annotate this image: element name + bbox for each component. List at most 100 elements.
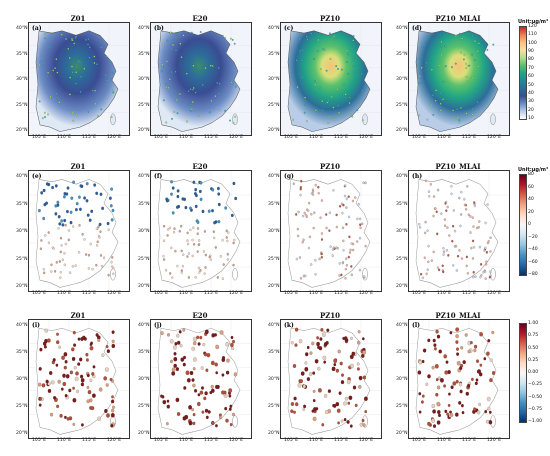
station-point [56, 200, 60, 204]
station-point [64, 360, 68, 364]
station-point [335, 225, 338, 229]
station-point [454, 62, 457, 65]
panel-label: (i) [32, 322, 40, 329]
station-point [459, 224, 462, 228]
station-point [192, 421, 196, 426]
station-point [434, 99, 437, 102]
station-point [212, 230, 215, 234]
longitude-label: 120°E [487, 438, 501, 443]
station-point [39, 347, 43, 352]
station-point [79, 61, 81, 64]
station-point [435, 210, 438, 214]
latitude-label: 20°N [268, 284, 280, 289]
station-point [96, 244, 99, 247]
longitude-label: 120°E [229, 291, 243, 296]
station-point [102, 256, 106, 260]
longitude-label: 105°E [412, 438, 426, 443]
station-point [197, 342, 201, 346]
station-point [348, 251, 352, 254]
station-point [336, 408, 341, 413]
station-point [218, 108, 221, 111]
latitude-label: 40°N [16, 174, 28, 179]
station-point [112, 89, 115, 92]
station-point [217, 186, 220, 191]
station-point [431, 68, 433, 71]
station-point [484, 221, 487, 225]
station-point [427, 190, 431, 193]
station-point [75, 114, 78, 117]
station-point [343, 194, 347, 198]
concentration-field [287, 30, 371, 132]
station-point [311, 188, 314, 192]
station-point [418, 222, 421, 226]
station-point [77, 362, 81, 366]
station-point [302, 238, 305, 242]
colorbar-tick-label: 100 [528, 40, 537, 46]
station-point [166, 39, 169, 42]
station-point [456, 347, 459, 351]
station-point [438, 268, 441, 272]
station-point [302, 214, 305, 218]
longitude-label: 115°E [82, 291, 96, 296]
station-point [315, 109, 317, 112]
station-point [359, 226, 362, 230]
station-point [180, 357, 185, 362]
station-point [478, 42, 480, 45]
station-point [418, 57, 421, 60]
station-point [175, 397, 180, 403]
station-point [473, 201, 476, 204]
station-point [489, 270, 492, 274]
station-point [176, 205, 179, 209]
station-point [320, 232, 323, 235]
station-point [187, 252, 190, 255]
station-point [316, 49, 319, 52]
station-point [297, 383, 302, 388]
station-point [52, 358, 56, 362]
station-point [308, 201, 311, 205]
station-point [58, 222, 62, 226]
station-point [469, 215, 472, 218]
station-point [325, 213, 328, 216]
station-point [432, 424, 437, 428]
longitude-label: 115°E [82, 438, 96, 443]
station-point [465, 391, 469, 396]
panel-label: (g) [284, 173, 294, 180]
longitude-label: 115°E [334, 135, 348, 140]
station-point [179, 344, 183, 348]
station-point [110, 218, 114, 222]
station-point [424, 220, 427, 224]
station-point [421, 82, 423, 85]
station-point [160, 394, 163, 398]
station-point [80, 75, 82, 78]
station-point [176, 112, 179, 115]
station-point [211, 209, 214, 213]
colorbar-tick-label: 90 [528, 49, 534, 55]
station-point [85, 182, 89, 186]
station-point [221, 356, 226, 360]
station-point [192, 180, 196, 184]
station-point [431, 418, 435, 423]
station-point [441, 264, 444, 268]
latitude-label: 35°N [268, 201, 280, 207]
station-point [440, 53, 443, 56]
station-point [94, 102, 97, 105]
station-point [79, 90, 82, 93]
longitude-label: 105°E [412, 135, 426, 140]
station-point [59, 236, 63, 240]
station-point [38, 208, 41, 213]
station-point [309, 351, 313, 355]
station-point [474, 40, 476, 43]
station-point [93, 62, 96, 64]
station-point [417, 370, 422, 375]
station-point [345, 206, 348, 209]
station-point [176, 189, 180, 193]
station-point [111, 399, 115, 404]
map-svg [409, 23, 509, 135]
panel-label: (b) [154, 25, 164, 32]
map-svg [29, 23, 129, 135]
station-point [458, 382, 463, 387]
station-point [98, 387, 103, 392]
colorbar [519, 174, 527, 276]
latitude-label: 40°N [396, 323, 408, 328]
station-point [79, 207, 82, 211]
